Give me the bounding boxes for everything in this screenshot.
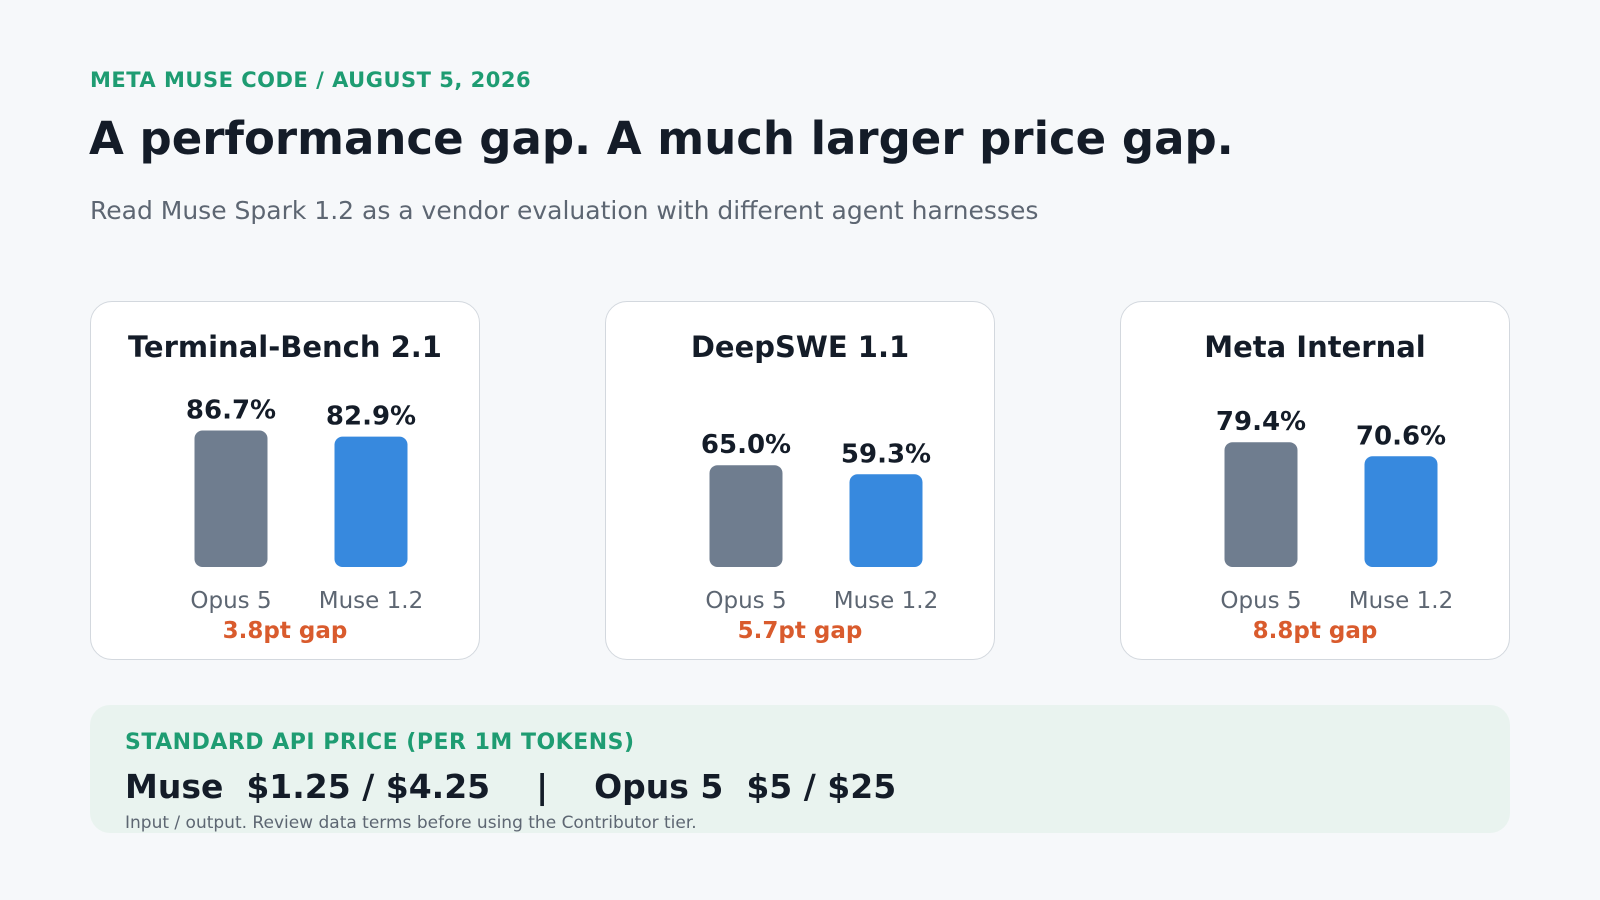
bar-muse-1-2 (849, 474, 923, 567)
category-label: Opus 5 (190, 588, 271, 614)
chart-card-deepswe: DeepSWE 1.1 65.0% Opus 5 59.3% Muse 1.2 5.7… (605, 301, 995, 660)
bar-opus-5 (1224, 442, 1298, 567)
value-label: 82.9% (326, 402, 416, 432)
gap-annotation: 8.8pt gap (1252, 618, 1378, 644)
bar-opus-5 (194, 430, 268, 567)
bar-muse-1-2 (334, 436, 408, 567)
bar-opus-5 (709, 465, 783, 567)
gap-annotation: 5.7pt gap (737, 618, 863, 644)
chart-card-terminal-bench: Terminal-Bench 2.1 86.7% Opus 5 82.9% Muse … (90, 301, 480, 660)
pricing-heading: STANDARD API PRICE (PER 1M TOKENS) (125, 730, 635, 755)
bar-chart-deepswe: 65.0% Opus 5 59.3% Muse 1.2 (701, 430, 938, 614)
pricing-panel: STANDARD API PRICE (PER 1M TOKENS) Muse … (90, 705, 1510, 833)
category-label: Muse 1.2 (319, 588, 423, 614)
value-label: 86.7% (186, 396, 276, 426)
value-label: 79.4% (1216, 407, 1306, 437)
pricing-note: Input / output. Review data terms before… (125, 813, 697, 833)
pricing-line: Muse $1.25 / $4.25 | Opus 5 $5 / $25 (125, 767, 897, 806)
bar-chart-terminal-bench: 86.7% Opus 5 82.9% Muse 1.2 (186, 396, 423, 614)
chart-title: Meta Internal (1204, 330, 1426, 364)
value-label: 59.3% (841, 439, 931, 469)
category-label: Opus 5 (1220, 588, 1301, 614)
chart-title: DeepSWE 1.1 (690, 330, 910, 364)
category-label: Muse 1.2 (834, 588, 938, 614)
page-subtitle: Read Muse Spark 1.2 as a vendor evaluati… (90, 196, 1039, 225)
chart-title: Terminal-Bench 2.1 (128, 330, 442, 364)
bar-muse-1-2 (1364, 456, 1438, 567)
category-label: Opus 5 (705, 588, 786, 614)
chart-card-meta-internal: Meta Internal 79.4% Opus 5 70.6% Muse 1.2 8… (1120, 301, 1510, 660)
eyebrow-label: META MUSE CODE / AUGUST 5, 2026 (90, 68, 532, 92)
value-label: 65.0% (701, 430, 791, 460)
gap-annotation: 3.8pt gap (222, 618, 348, 644)
category-label: Muse 1.2 (1349, 588, 1453, 614)
page-title: A performance gap. A much larger price g… (89, 112, 1234, 165)
bar-chart-meta-internal: 79.4% Opus 5 70.6% Muse 1.2 (1216, 407, 1453, 614)
value-label: 70.6% (1356, 421, 1446, 451)
